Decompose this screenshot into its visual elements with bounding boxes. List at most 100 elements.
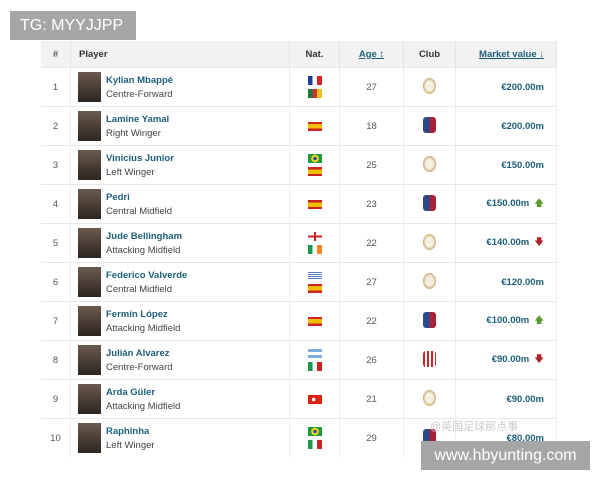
market-value[interactable]: €200.00m bbox=[501, 81, 544, 93]
age: 27 bbox=[339, 262, 404, 302]
player-position: Centre-Forward bbox=[106, 88, 173, 100]
player-name-link[interactable]: Raphinha bbox=[106, 425, 150, 437]
player-photo[interactable] bbox=[78, 267, 101, 297]
flag-ireland-icon bbox=[307, 245, 322, 254]
age: 27 bbox=[339, 67, 404, 107]
age: 22 bbox=[339, 301, 404, 341]
player-position: Left Winger bbox=[106, 439, 155, 451]
market-value[interactable]: €200.00m bbox=[501, 120, 544, 132]
table-row: 10 Raphinha Left Winger 29 €80.00m bbox=[41, 418, 557, 457]
flag-spain-icon bbox=[307, 121, 322, 131]
club-real-madrid-crest-icon[interactable] bbox=[423, 272, 436, 289]
age: 25 bbox=[339, 145, 404, 185]
rank: 4 bbox=[41, 184, 71, 224]
flag-argentina-icon bbox=[307, 349, 322, 358]
player-photo[interactable] bbox=[78, 345, 101, 375]
rank: 3 bbox=[41, 145, 71, 185]
market-value[interactable]: €90.00m bbox=[491, 354, 530, 365]
player-name-link[interactable]: Jude Bellingham bbox=[106, 230, 183, 242]
player-name-link[interactable]: Fermín López bbox=[106, 308, 168, 320]
market-value[interactable]: €150.00m bbox=[501, 159, 544, 171]
market-value[interactable]: €100.00m bbox=[486, 315, 530, 326]
table-row: 9 Arda Güler Attacking Midfield 21 €90.00… bbox=[41, 379, 557, 419]
age: 26 bbox=[339, 340, 404, 380]
club-real-madrid-crest-icon[interactable] bbox=[423, 155, 436, 172]
player-name-link[interactable]: Lamine Yamal bbox=[106, 113, 170, 125]
arrow-up-icon: 🡅 bbox=[534, 315, 544, 326]
player-position: Central Midfield bbox=[106, 283, 172, 295]
player-name-link[interactable]: Kylian Mbappé bbox=[106, 74, 174, 86]
flag-uruguay-icon bbox=[307, 271, 322, 280]
table-row: 3 Vinicius Junior Left Winger 25 €150.00m bbox=[41, 145, 557, 185]
flag-brazil-icon bbox=[307, 427, 322, 436]
market-value[interactable]: €120.00m bbox=[501, 276, 544, 288]
table-row: 4 Pedri Central Midfield 23 €150.00m 🡅 bbox=[41, 184, 557, 224]
player-photo[interactable] bbox=[78, 384, 101, 414]
arrow-down-icon: 🡇 bbox=[534, 354, 544, 365]
table-row: 5 Jude Bellingham Attacking Midfield 22 €… bbox=[41, 223, 557, 263]
player-photo[interactable] bbox=[78, 228, 101, 258]
player-position: Attacking Midfield bbox=[106, 400, 181, 412]
flag-spain-icon bbox=[307, 284, 322, 293]
club-real-madrid-crest-icon[interactable] bbox=[423, 389, 436, 406]
rank: 10 bbox=[41, 418, 71, 457]
flag-spain-icon bbox=[307, 167, 322, 176]
club-barcelona-crest-icon[interactable] bbox=[423, 311, 436, 328]
table-row: 7 Fermín López Attacking Midfield 22 €100… bbox=[41, 301, 557, 341]
sort-market-value-link[interactable]: Market value ↓ bbox=[479, 48, 544, 60]
club-barcelona-crest-icon[interactable] bbox=[423, 428, 436, 445]
header-rank: # bbox=[41, 41, 71, 68]
rank: 6 bbox=[41, 262, 71, 302]
market-value-table: # Player Nat. Age ↕ Club Market value ↓ … bbox=[41, 41, 557, 457]
player-photo[interactable] bbox=[78, 423, 101, 453]
player-name-link[interactable]: Pedri bbox=[106, 191, 130, 203]
club-real-madrid-crest-icon[interactable] bbox=[423, 233, 436, 250]
table-header: # Player Nat. Age ↕ Club Market value ↓ bbox=[41, 41, 557, 68]
rank: 1 bbox=[41, 67, 71, 107]
player-name-link[interactable]: Federico Valverde bbox=[106, 269, 188, 281]
flag-spain-icon bbox=[307, 199, 322, 209]
rank: 9 bbox=[41, 379, 71, 419]
market-value[interactable]: €80.00m bbox=[506, 432, 544, 444]
market-value[interactable]: €150.00m bbox=[486, 198, 530, 209]
player-photo[interactable] bbox=[78, 111, 101, 141]
flag-italy-icon bbox=[307, 440, 322, 449]
header-player: Player bbox=[70, 41, 290, 68]
age: 18 bbox=[339, 106, 404, 146]
flag-spain-icon bbox=[307, 316, 322, 326]
flag-brazil-icon bbox=[307, 154, 322, 163]
player-photo[interactable] bbox=[78, 150, 101, 180]
club-barcelona-crest-icon[interactable] bbox=[423, 194, 436, 211]
player-photo[interactable] bbox=[78, 72, 101, 102]
player-name-link[interactable]: Vinicius Junior bbox=[106, 152, 174, 164]
club-atletico-madrid-crest-icon[interactable] bbox=[423, 350, 436, 367]
player-position: Centre-Forward bbox=[106, 361, 173, 373]
sort-age-link[interactable]: Age ↕ bbox=[358, 48, 385, 60]
weibo-watermark: @英国足球那点事 bbox=[430, 421, 519, 433]
table-row: 6 Federico Valverde Central Midfield 27 €… bbox=[41, 262, 557, 302]
player-position: Right Winger bbox=[106, 127, 161, 139]
rank: 5 bbox=[41, 223, 71, 263]
player-position: Attacking Midfield bbox=[106, 244, 181, 256]
flag-italy-icon bbox=[307, 362, 322, 371]
club-barcelona-crest-icon[interactable] bbox=[423, 116, 436, 133]
age: 22 bbox=[339, 223, 404, 263]
player-name-link[interactable]: Julián Alvarez bbox=[106, 347, 170, 359]
player-position: Attacking Midfield bbox=[106, 322, 181, 334]
table-row: 8 Julián Alvarez Centre-Forward 26 €90.00… bbox=[41, 340, 557, 380]
player-position: Central Midfield bbox=[106, 205, 172, 217]
player-photo[interactable] bbox=[78, 189, 101, 219]
flag-turkey-icon bbox=[307, 394, 322, 404]
player-photo[interactable] bbox=[78, 306, 101, 336]
age: 21 bbox=[339, 379, 404, 419]
table-row: 1 Kylian Mbappé Centre-Forward 27 €200.00… bbox=[41, 67, 557, 107]
market-value[interactable]: €90.00m bbox=[506, 393, 544, 405]
flag-england-icon bbox=[307, 232, 322, 241]
arrow-up-icon: 🡅 bbox=[534, 198, 544, 209]
rank: 7 bbox=[41, 301, 71, 341]
age: 29 bbox=[339, 418, 404, 457]
market-value[interactable]: €140.00m bbox=[486, 237, 530, 248]
club-real-madrid-crest-icon[interactable] bbox=[423, 77, 436, 94]
player-name-link[interactable]: Arda Güler bbox=[106, 386, 156, 398]
watermark-site: www.hbyunting.com bbox=[421, 441, 590, 470]
